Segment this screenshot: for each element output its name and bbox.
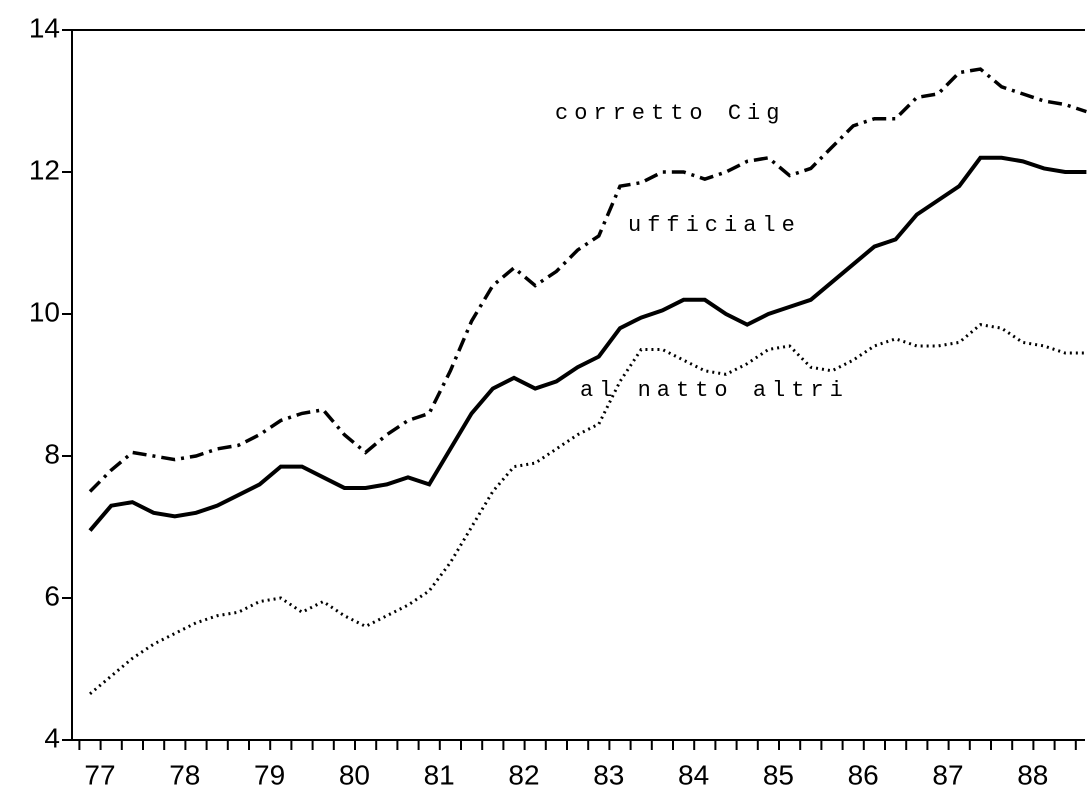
series-line [88, 67, 1087, 493]
y-tick-label: 4 [44, 722, 60, 753]
y-tick-label: 6 [44, 580, 60, 611]
series-label: ufficiale [628, 213, 801, 238]
y-tick-label: 14 [29, 12, 60, 43]
y-tick-label: 8 [44, 438, 60, 469]
x-tick-label: 87 [932, 759, 963, 790]
x-tick-label: 84 [678, 759, 709, 790]
series-label: corretto Cig [555, 101, 785, 126]
x-tick-label: 77 [84, 759, 115, 790]
x-tick-label: 79 [254, 759, 285, 790]
x-tick-label: 85 [763, 759, 794, 790]
x-tick-label: 80 [339, 759, 370, 790]
x-tick-label: 88 [1017, 759, 1048, 790]
x-tick-label: 82 [508, 759, 539, 790]
x-tick-label: 83 [593, 759, 624, 790]
plot-frame [71, 29, 1085, 741]
x-tick-label: 86 [848, 759, 879, 790]
series-line [88, 155, 1087, 532]
x-tick-label: 81 [424, 759, 455, 790]
series-label: al natto altri [580, 378, 849, 403]
x-tick-label: 78 [169, 759, 200, 790]
y-tick-label: 12 [29, 154, 60, 185]
y-tick-label: 10 [29, 296, 60, 327]
